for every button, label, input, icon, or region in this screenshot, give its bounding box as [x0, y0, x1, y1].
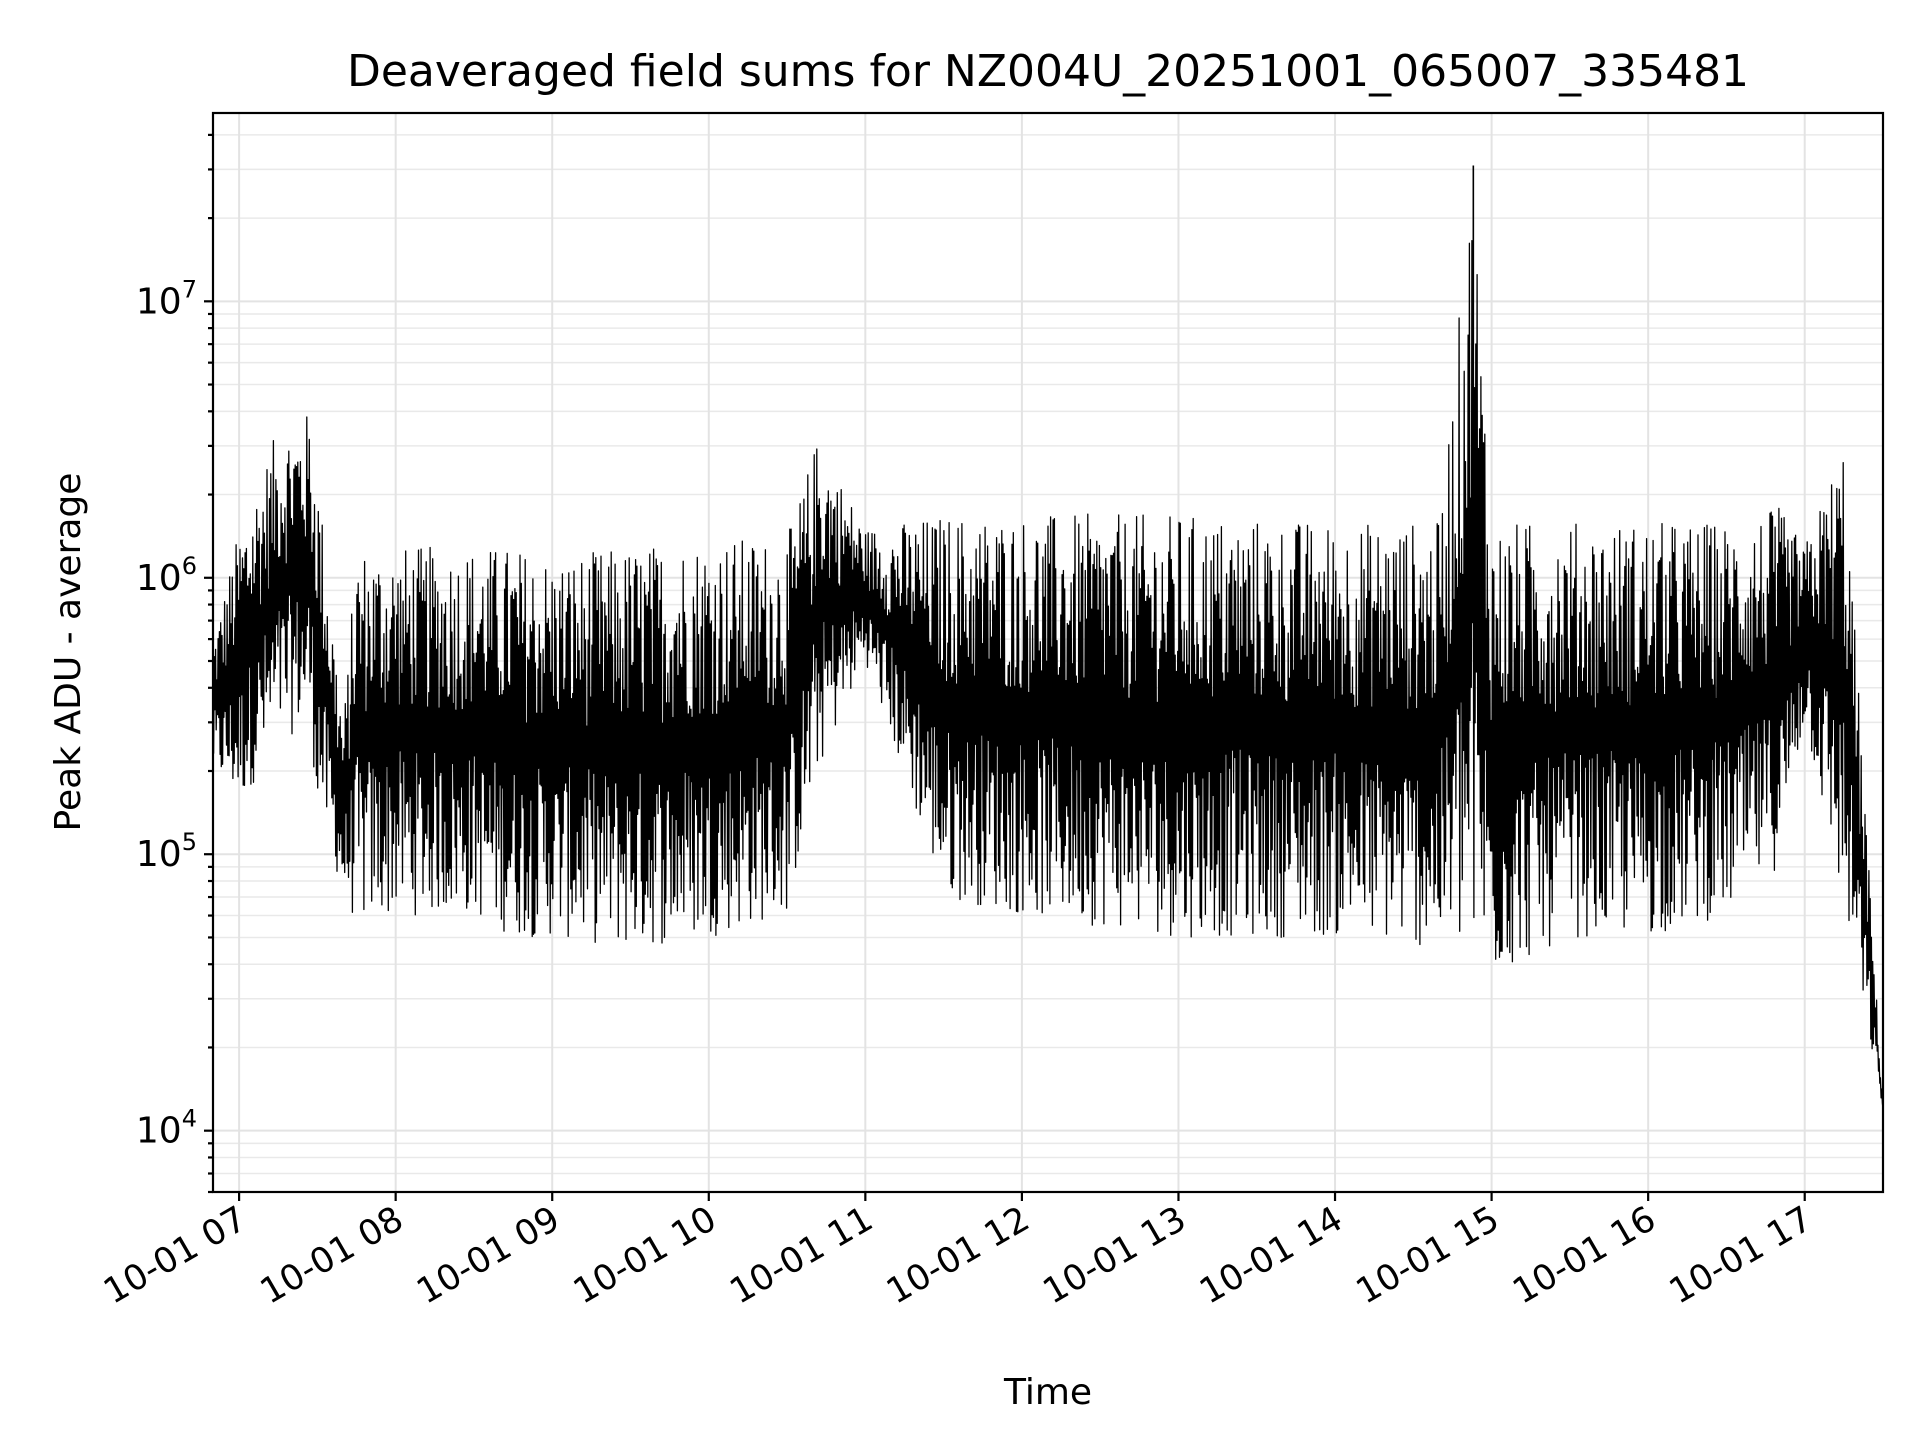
y-tick-label: 106: [136, 552, 197, 599]
y-tick-label: 105: [136, 828, 197, 875]
tick-marks: [204, 133, 1806, 1201]
series-polyline: [212, 240, 1884, 1109]
y-axis-label: Peak ADU - average: [48, 473, 89, 832]
plot-frame: [211, 111, 1885, 1194]
x-axis-label: Time: [1003, 1372, 1092, 1413]
chart-title: Deaveraged field sums for NZ004U_2025100…: [347, 46, 1749, 97]
y-tick-label: 107: [136, 275, 197, 322]
series-line: [212, 165, 1884, 1109]
y-tick-labels: 104 105 106 107: [136, 275, 197, 1151]
y-tick-label: 104: [136, 1105, 197, 1152]
